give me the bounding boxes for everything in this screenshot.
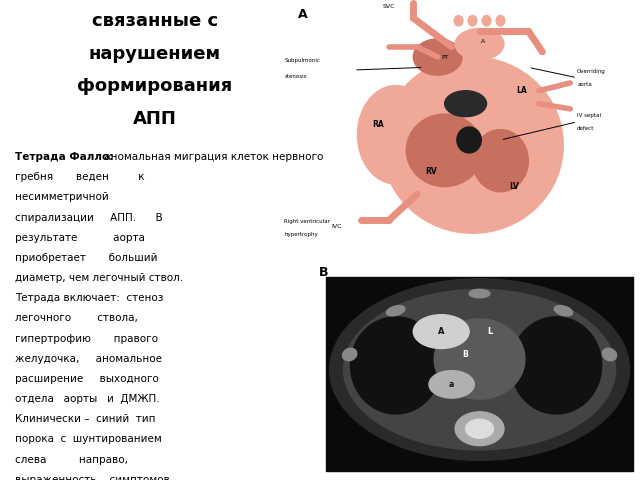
Text: формирования: формирования [77,77,232,96]
Ellipse shape [482,15,491,26]
Text: B: B [319,266,328,279]
Ellipse shape [434,319,525,399]
Ellipse shape [511,317,602,414]
Ellipse shape [468,15,477,26]
Ellipse shape [454,15,463,26]
Text: спирализации     АПП.      В: спирализации АПП. В [15,213,163,223]
Text: LV: LV [509,182,519,191]
Ellipse shape [486,83,542,135]
Text: аномальная миграция клеток нервного: аномальная миграция клеток нервного [101,152,324,162]
Text: результате           аорта: результате аорта [15,233,145,243]
Text: расширение     выходного: расширение выходного [15,374,159,384]
Ellipse shape [330,279,630,460]
Ellipse shape [351,317,441,414]
Text: PT: PT [441,55,449,60]
Ellipse shape [455,412,504,445]
Text: гребня       веден         к: гребня веден к [15,172,145,182]
Ellipse shape [382,57,563,233]
Ellipse shape [457,127,481,153]
Text: hypertrophy: hypertrophy [284,232,318,237]
Ellipse shape [358,85,434,184]
Text: RV: RV [425,167,436,176]
Text: нарушением: нарушением [89,45,221,62]
Circle shape [429,371,474,398]
Text: гипертрофию       правого: гипертрофию правого [15,334,158,344]
Ellipse shape [455,28,504,60]
Text: A: A [298,8,308,21]
Text: LA: LA [516,86,527,95]
Text: несимметричной: несимметричной [15,192,109,203]
Text: A: A [438,327,444,336]
Ellipse shape [413,39,462,75]
Text: IV septal: IV septal [577,113,601,118]
Ellipse shape [344,289,616,450]
Text: легочного        ствола,: легочного ствола, [15,313,138,324]
Text: aorta: aorta [577,82,592,86]
Ellipse shape [469,289,490,298]
Text: диаметр, чем легочный ствол.: диаметр, чем легочный ствол. [15,273,183,283]
Text: RA: RA [372,120,384,129]
Text: отдела   аорты   и  ДМЖП.: отдела аорты и ДМЖП. [15,394,159,404]
Text: слева          направо,: слева направо, [15,455,128,465]
Ellipse shape [554,306,573,316]
Text: порока  с  шунтированием: порока с шунтированием [15,434,162,444]
Text: приобретает       больший: приобретает больший [15,253,157,263]
Ellipse shape [466,419,493,438]
Circle shape [413,315,469,348]
Text: A: A [481,39,485,44]
Text: Клинически –  синий  тип: Клинически – синий тип [15,414,156,424]
Text: SVC: SVC [383,4,395,9]
Text: a: a [449,380,454,389]
Text: L: L [488,327,493,336]
Text: Overriding: Overriding [577,69,606,73]
Ellipse shape [602,348,616,361]
Text: stenosis: stenosis [284,74,307,79]
Ellipse shape [406,114,483,187]
Text: АПП: АПП [133,110,177,128]
Text: IVC: IVC [332,224,342,229]
Text: выраженность    симптомов: выраженность симптомов [15,475,170,480]
Text: желудочка,     аномальное: желудочка, аномальное [15,354,162,364]
Text: Тетрада включает:  стеноз: Тетрада включает: стеноз [15,293,163,303]
Ellipse shape [387,306,405,316]
FancyBboxPatch shape [326,276,633,471]
Ellipse shape [496,15,505,26]
Text: Тетрада Фалло:: Тетрада Фалло: [15,152,113,162]
Text: Right ventricular: Right ventricular [284,219,330,224]
Ellipse shape [445,91,486,117]
Text: связанные с: связанные с [92,12,218,30]
Ellipse shape [472,130,529,192]
Text: B: B [463,350,468,360]
Ellipse shape [342,348,356,361]
Text: defect: defect [577,126,595,131]
Text: Subpulmonic: Subpulmonic [284,58,320,63]
